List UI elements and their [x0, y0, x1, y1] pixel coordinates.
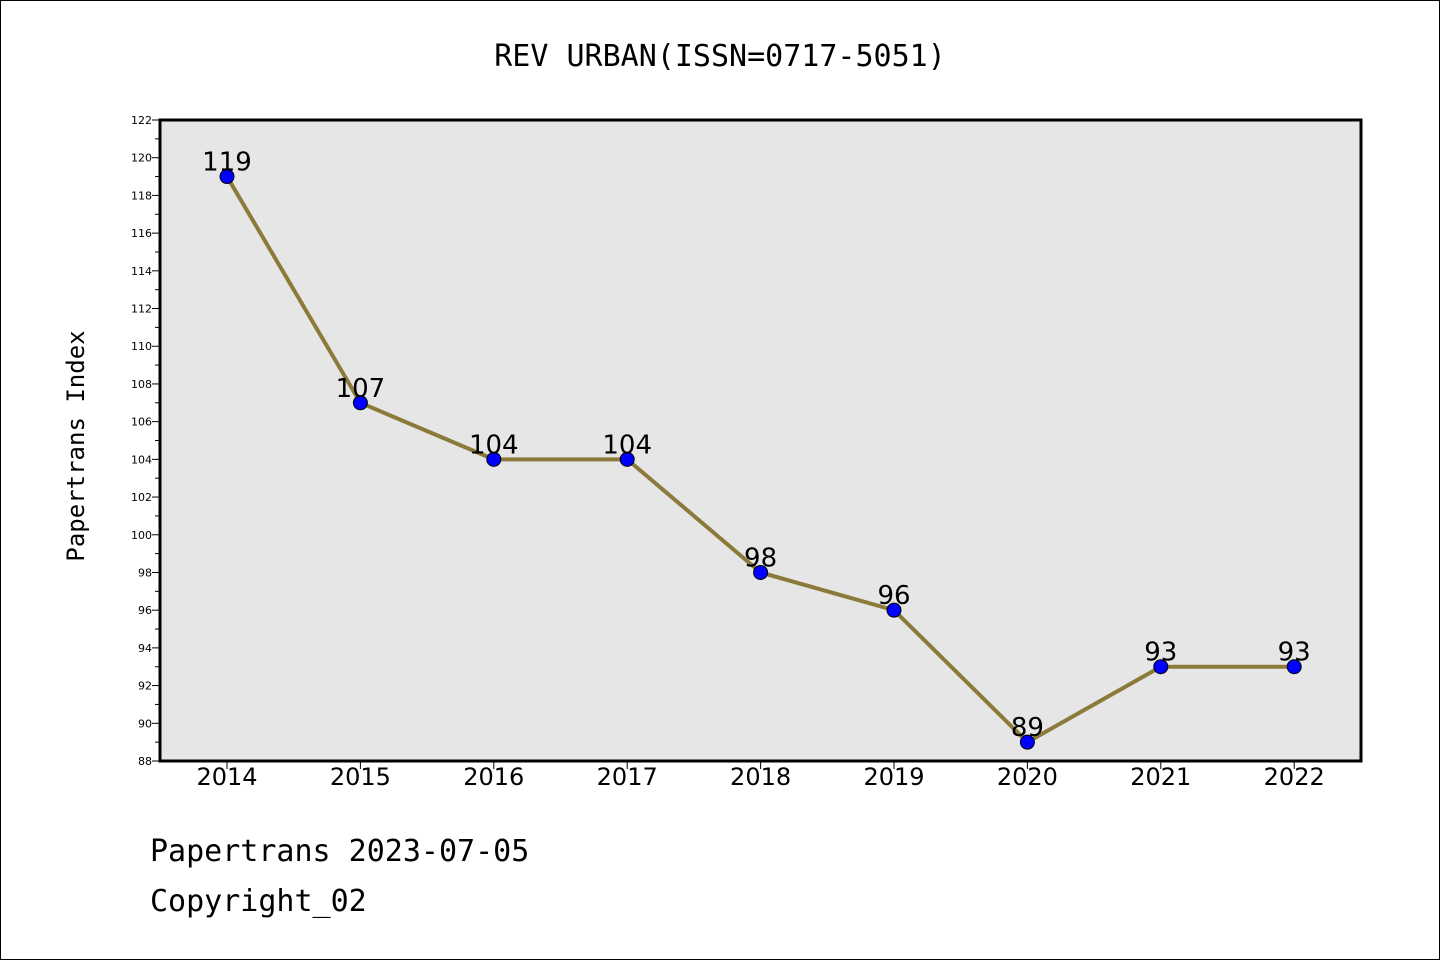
- y-tick-label: 114: [131, 265, 152, 278]
- x-tick-label: 2019: [863, 763, 924, 791]
- x-tick-label: 2020: [997, 763, 1058, 791]
- y-tick-label: 110: [131, 340, 152, 353]
- x-axis-ticks: 2014 2015 2016 2017 2018 2019 2020 2021 2022: [196, 761, 1325, 791]
- y-tick-label: 92: [138, 680, 152, 693]
- y-tick-label: 90: [138, 717, 152, 730]
- data-label: 93: [1144, 638, 1177, 668]
- data-point: [1019, 734, 1035, 750]
- x-tick-label: 2022: [1264, 763, 1325, 791]
- data-label: 89: [1011, 713, 1044, 743]
- y-tick-label: 88: [138, 755, 152, 768]
- data-point: [219, 169, 235, 185]
- y-tick-label: 94: [138, 642, 152, 655]
- y-tick-label: 122: [131, 114, 152, 127]
- x-tick-label: 2017: [597, 763, 658, 791]
- data-label: 104: [469, 430, 519, 460]
- x-tick-label: 2021: [1130, 763, 1191, 791]
- data-label: 107: [336, 374, 386, 404]
- y-tick-label: 106: [131, 416, 152, 429]
- y-tick-label: 100: [131, 529, 152, 542]
- y-tick-label: 108: [131, 378, 152, 391]
- data-point: [1286, 659, 1302, 675]
- x-tick-label: 2018: [730, 763, 791, 791]
- data-label: 96: [877, 581, 910, 611]
- y-tick-label: 96: [138, 604, 152, 617]
- data-point: [352, 395, 368, 411]
- y-tick-label: 118: [131, 189, 152, 202]
- y-tick-label: 120: [131, 152, 152, 165]
- data-point: [1153, 659, 1169, 675]
- data-points-group: [219, 169, 1302, 750]
- y-axis-label: Papertrans Index: [62, 330, 90, 561]
- y-tick-label: 112: [131, 303, 152, 316]
- y-axis-ticks: 88 90 92 94 96 98 100 102 104 106 108 110 112 114 116 1…: [131, 114, 160, 768]
- x-tick-label: 2014: [196, 763, 257, 791]
- data-label: 93: [1278, 638, 1311, 668]
- chart-title: REV URBAN(ISSN=0717-5051): [494, 39, 946, 74]
- data-label: 119: [202, 148, 252, 178]
- y-tick-label: 116: [131, 227, 152, 240]
- x-tick-label: 2015: [330, 763, 391, 791]
- plot-area: [158, 118, 1363, 763]
- data-labels-group: 119 107 104 104 98 96 89 93 93: [202, 148, 1311, 744]
- y-tick-label: 98: [138, 566, 152, 579]
- data-point: [619, 451, 635, 467]
- data-label: 104: [602, 430, 652, 460]
- data-label: 98: [744, 543, 777, 573]
- x-tick-label: 2016: [463, 763, 524, 791]
- data-point: [886, 602, 902, 618]
- footer-date-text: Papertrans 2023-07-05: [150, 834, 530, 869]
- data-point: [486, 451, 502, 467]
- y-tick-label: 104: [131, 453, 152, 466]
- footer-copyright-text: Copyright_02: [150, 884, 367, 919]
- y-tick-label: 102: [131, 491, 152, 504]
- data-point: [753, 564, 769, 580]
